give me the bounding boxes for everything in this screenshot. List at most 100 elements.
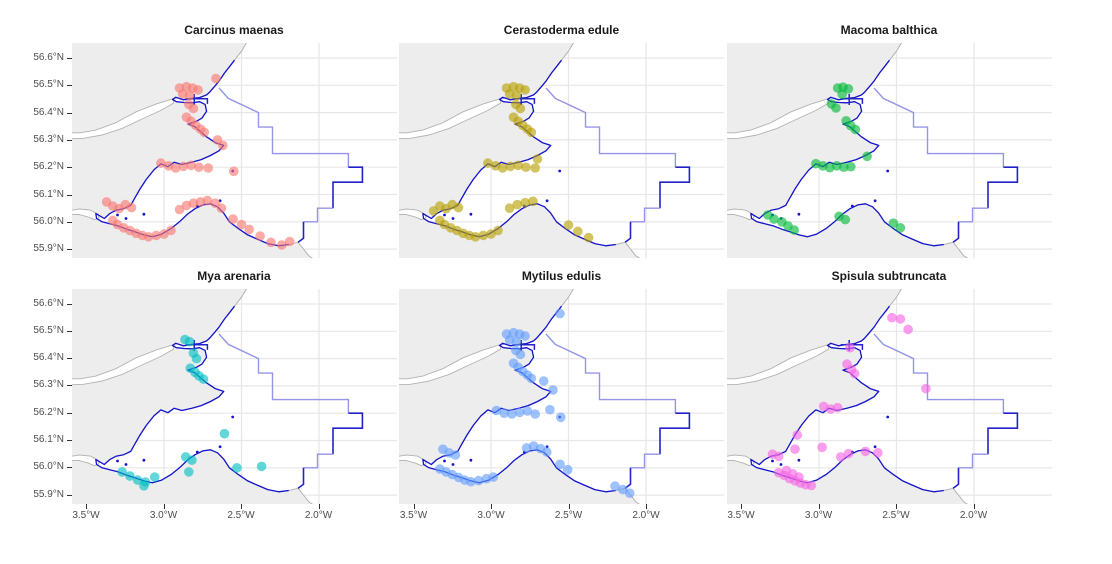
data-point (473, 475, 484, 485)
data-point (861, 151, 872, 162)
y-axis-label: 56.5°N (33, 79, 64, 91)
y-axis-label: 56.3°N (33, 379, 64, 391)
data-point (522, 405, 533, 416)
island-dot (218, 444, 222, 448)
data-point (193, 162, 204, 172)
island-dot (230, 415, 234, 418)
offshore-boundary-light (958, 207, 988, 223)
tay-river-ribbon (399, 343, 502, 385)
data-point (149, 471, 159, 482)
offshore-boundary-light (630, 207, 660, 223)
offshore-boundary-light (217, 333, 349, 413)
data-point (178, 161, 188, 172)
data-point (610, 480, 620, 491)
x-axis-label: 3.5°W (399, 509, 428, 521)
data-point (849, 368, 859, 378)
data-point (768, 214, 779, 224)
tay-river-ribbon (71, 343, 175, 385)
coastline-blue (422, 305, 616, 492)
y-tick-mark (66, 112, 72, 114)
x-axis-label: 2.0°W (632, 509, 660, 521)
data-point (555, 308, 565, 318)
island-dot (770, 459, 774, 462)
land-polygon (726, 43, 967, 258)
island-marks (115, 169, 234, 220)
data-point (243, 224, 254, 235)
data-point (515, 349, 526, 359)
data-point (478, 230, 489, 241)
data-point (840, 214, 850, 225)
facet-panel (71, 288, 397, 504)
map-svg (399, 43, 724, 258)
data-point (256, 461, 266, 471)
data-point (850, 124, 860, 135)
data-point (170, 163, 180, 173)
facet-title: Mytilus edulis (521, 268, 602, 283)
y-tick-mark (66, 221, 72, 223)
y-tick-mark (66, 358, 72, 360)
data-point (816, 442, 827, 452)
y-axis-label: 56.1°N (33, 434, 64, 445)
y-tick-mark (66, 139, 72, 141)
data-point (835, 451, 845, 462)
data-point (528, 196, 538, 207)
data-point (526, 127, 537, 138)
data-point (860, 446, 870, 456)
offshore-boundary-light (303, 207, 333, 223)
data-point (470, 232, 481, 242)
island-dot (142, 458, 145, 462)
offshore-boundary-dark (986, 166, 1018, 209)
data-point (573, 226, 583, 237)
data-point (530, 408, 540, 419)
data-point (838, 162, 849, 172)
island-dot (443, 459, 446, 462)
data-point (497, 163, 508, 173)
map-svg (726, 288, 1052, 504)
x-tick-mark (973, 503, 975, 509)
land-polygon (71, 43, 312, 258)
facet-panel (71, 43, 397, 258)
data-point (124, 470, 135, 481)
map-svg (71, 43, 397, 258)
data-point (538, 375, 549, 386)
y-axis-label: 56.2°N (33, 161, 64, 173)
island-dot (115, 213, 119, 217)
data-point (843, 84, 853, 94)
coastline-blue (94, 59, 289, 247)
y-tick-mark (66, 467, 72, 469)
island-dot (885, 415, 889, 418)
data-point (843, 448, 853, 458)
offshore-boundary-dark (297, 467, 304, 489)
x-axis-label: 2.0°W (959, 509, 988, 521)
data-point (888, 218, 898, 228)
x-tick-mark (318, 503, 320, 509)
coastline-blue (422, 59, 616, 247)
data-point (515, 103, 526, 114)
data-point (902, 324, 913, 334)
island-dot (779, 462, 782, 466)
x-axis-label: 3.5°W (72, 509, 100, 521)
data-point (202, 195, 212, 206)
y-axis-label: 56.3°N (33, 133, 64, 145)
data-point (151, 230, 161, 241)
data-point (556, 412, 566, 422)
facet-panel (726, 43, 1052, 258)
x-axis-label: 3.5°W (727, 509, 755, 521)
island-dot (124, 462, 127, 466)
data-point (920, 383, 931, 393)
data-point (844, 342, 855, 352)
offshore-boundary-dark (331, 411, 363, 454)
data-point (216, 203, 226, 213)
offshore-boundary-light (217, 87, 349, 168)
data-point (143, 232, 153, 242)
offshore-boundary-light (630, 453, 660, 468)
data-point (832, 402, 842, 412)
data-point (138, 480, 149, 491)
data-point (165, 225, 176, 236)
data-point (236, 219, 246, 230)
data-point (174, 204, 184, 215)
data-point (872, 447, 883, 458)
data-point (276, 240, 287, 250)
data-point (483, 158, 493, 168)
offshore-boundary-dark (986, 411, 1018, 454)
